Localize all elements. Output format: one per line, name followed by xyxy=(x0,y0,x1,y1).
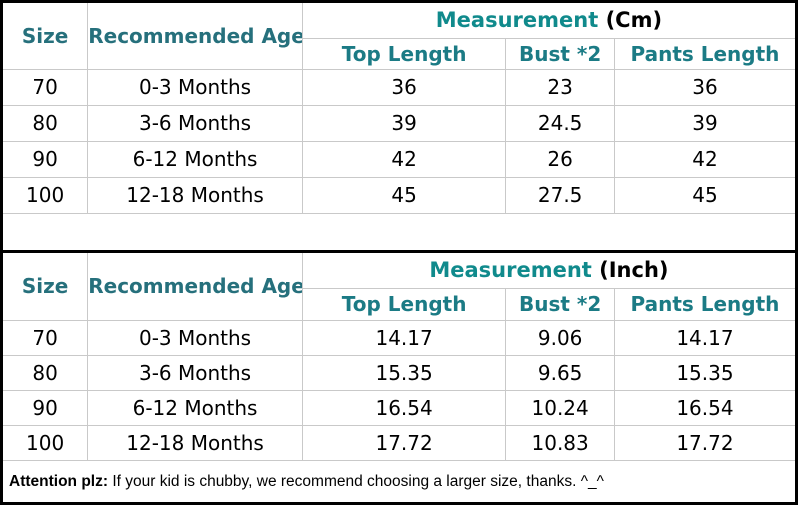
size-column-header: Size xyxy=(3,3,89,70)
size-cell: 90 xyxy=(3,140,89,178)
size-cell: 100 xyxy=(3,424,89,461)
bust-header: Bust *2 xyxy=(505,287,615,321)
table-gap xyxy=(3,213,795,250)
top-length-cell: 39 xyxy=(301,104,507,142)
measurement-label: Measurement xyxy=(435,8,599,33)
top-length-cell: 36 xyxy=(301,68,507,106)
size-cell: 90 xyxy=(3,389,89,426)
pants-length-cell: 17.72 xyxy=(613,424,795,461)
table-row: 100 12-18 Months 45 27.5 45 xyxy=(3,176,795,214)
top-length-cell: 42 xyxy=(301,140,507,178)
table-row: 80 3-6 Months 39 24.5 39 xyxy=(3,104,795,142)
age-column-header: Recommended Age xyxy=(87,3,303,70)
table-row: 100 12-18 Months 17.72 10.83 17.72 xyxy=(3,424,795,461)
top-length-cell: 15.35 xyxy=(301,354,507,391)
bust-cell: 26 xyxy=(505,140,615,178)
bust-cell: 9.06 xyxy=(505,319,615,356)
size-column-header: Size xyxy=(3,252,89,321)
top-length-cell: 16.54 xyxy=(301,389,507,426)
inch-table-block: Size Recommended Age Measurement (Inch) … xyxy=(3,250,795,461)
size-table-cm: Size Recommended Age Measurement (Cm) To… xyxy=(3,3,795,214)
age-cell: 12-18 Months xyxy=(87,176,303,214)
top-length-cell: 14.17 xyxy=(301,319,507,356)
table-row: 70 0-3 Months 36 23 36 xyxy=(3,68,795,106)
measurement-header-cm: Measurement (Cm) xyxy=(301,3,795,39)
pants-length-header: Pants Length xyxy=(613,37,795,70)
attention-note: Attention plz: If your kid is chubby, we… xyxy=(3,460,795,502)
pants-length-cell: 14.17 xyxy=(613,319,795,356)
size-cell: 80 xyxy=(3,354,89,391)
pants-length-cell: 16.54 xyxy=(613,389,795,426)
table-row: 90 6-12 Months 16.54 10.24 16.54 xyxy=(3,389,795,426)
age-cell: 6-12 Months xyxy=(87,140,303,178)
bust-header: Bust *2 xyxy=(505,37,615,70)
top-length-header: Top Length xyxy=(301,287,507,321)
age-cell: 12-18 Months xyxy=(87,424,303,461)
size-table-inch: Size Recommended Age Measurement (Inch) … xyxy=(3,252,795,461)
pants-length-header: Pants Length xyxy=(613,287,795,321)
bust-cell: 24.5 xyxy=(505,104,615,142)
bust-cell: 10.83 xyxy=(505,424,615,461)
bust-cell: 23 xyxy=(505,68,615,106)
measurement-unit: (Cm) xyxy=(605,8,663,33)
age-cell: 0-3 Months xyxy=(87,319,303,356)
age-cell: 6-12 Months xyxy=(87,389,303,426)
age-column-header: Recommended Age xyxy=(87,252,303,321)
attention-label: Attention plz: xyxy=(9,472,109,490)
pants-length-cell: 36 xyxy=(613,68,795,106)
pants-length-cell: 15.35 xyxy=(613,354,795,391)
top-length-cell: 17.72 xyxy=(301,424,507,461)
pants-length-cell: 42 xyxy=(613,140,795,178)
pants-length-cell: 45 xyxy=(613,176,795,214)
age-cell: 0-3 Months xyxy=(87,68,303,106)
size-cell: 70 xyxy=(3,319,89,356)
size-cell: 100 xyxy=(3,176,89,214)
bust-cell: 9.65 xyxy=(505,354,615,391)
pants-length-cell: 39 xyxy=(613,104,795,142)
measurement-label: Measurement xyxy=(429,258,592,283)
bust-cell: 10.24 xyxy=(505,389,615,426)
table-row: 80 3-6 Months 15.35 9.65 15.35 xyxy=(3,354,795,391)
size-cell: 70 xyxy=(3,68,89,106)
age-cell: 3-6 Months xyxy=(87,354,303,391)
table-row: 90 6-12 Months 42 26 42 xyxy=(3,140,795,178)
size-cell: 80 xyxy=(3,104,89,142)
top-length-cell: 45 xyxy=(301,176,507,214)
bust-cell: 27.5 xyxy=(505,176,615,214)
table-row: 70 0-3 Months 14.17 9.06 14.17 xyxy=(3,319,795,356)
age-cell: 3-6 Months xyxy=(87,104,303,142)
top-length-header: Top Length xyxy=(301,37,507,70)
measurement-header-inch: Measurement (Inch) xyxy=(301,252,795,289)
measurement-unit: (Inch) xyxy=(599,258,669,283)
attention-text: If your kid is chubby, we recommend choo… xyxy=(108,472,604,490)
